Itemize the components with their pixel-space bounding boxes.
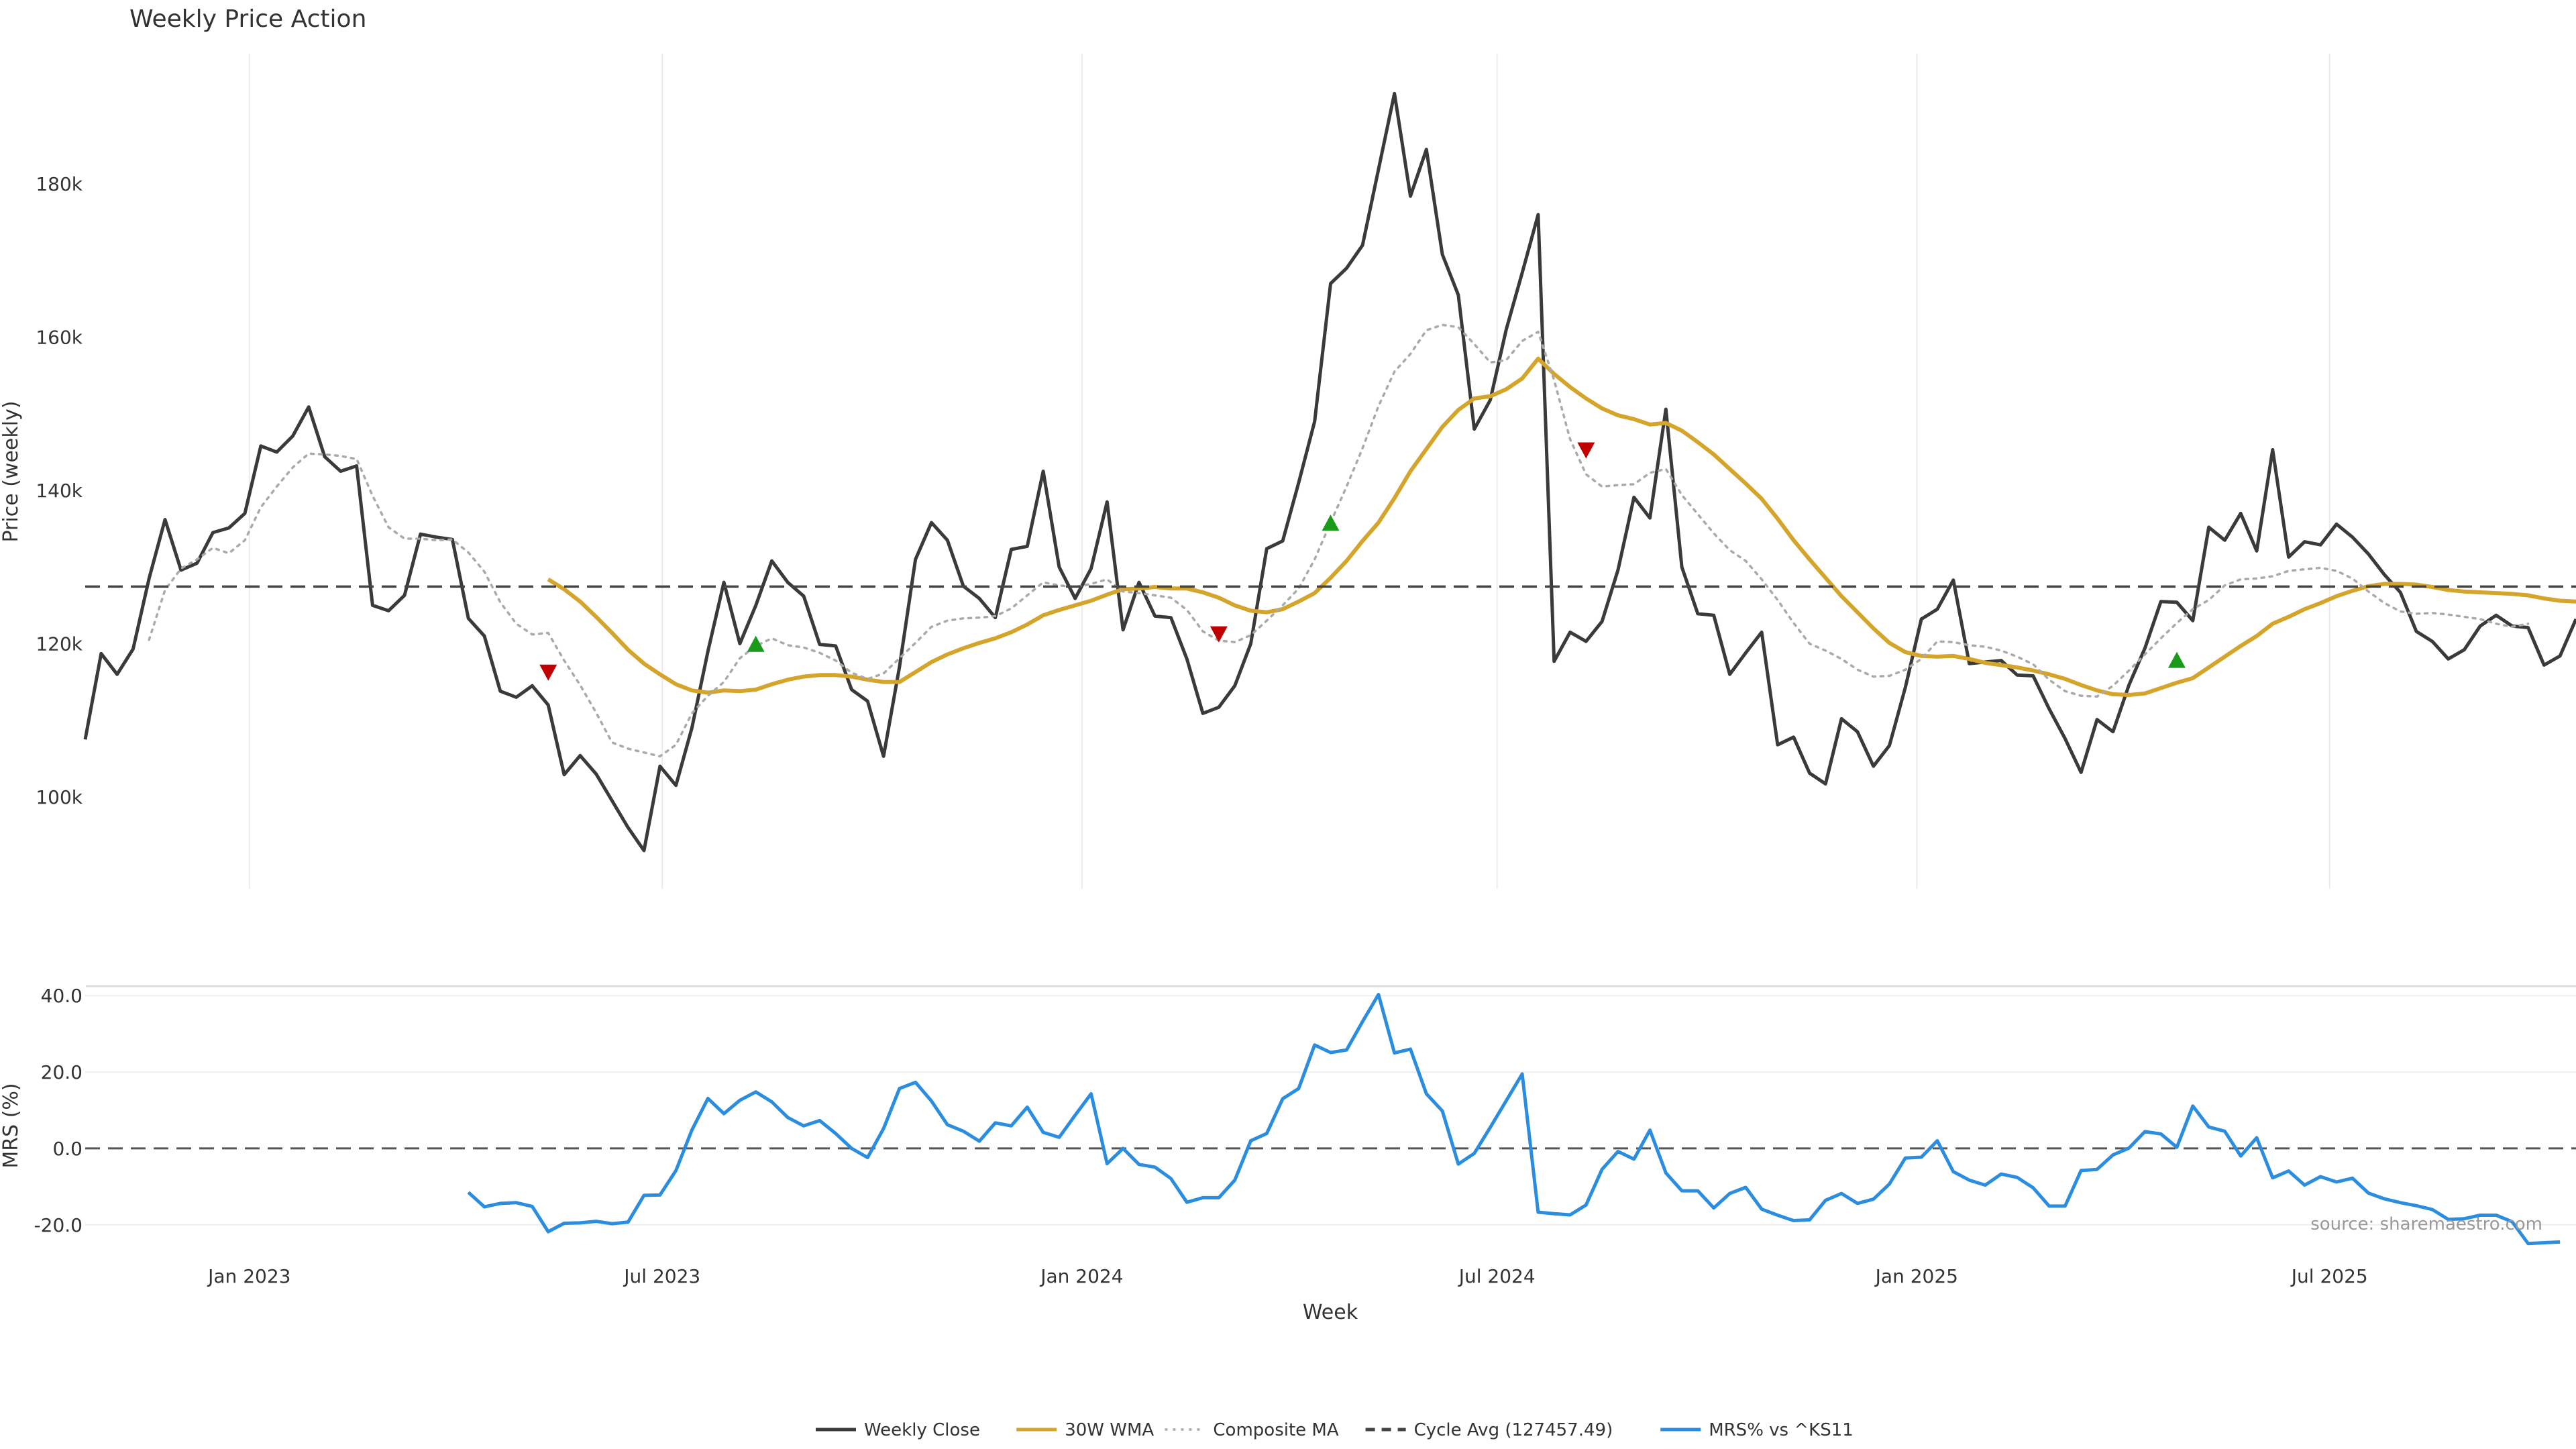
x-tick-labels: Jan 2023 Jul 2023 Jan 2024 Jul 2024 Jan 2025… xyxy=(207,1265,2368,1287)
legend-item: MRS% vs ^KS11 xyxy=(1660,1420,1854,1440)
mrs-horizontal-gridlines xyxy=(85,995,2576,1226)
legend-label: Weekly Close xyxy=(864,1420,980,1440)
buy-signal-marker xyxy=(2167,651,2186,668)
x-tick-label: Jul 2025 xyxy=(2290,1265,2368,1287)
legend-item: Cycle Avg (127457.49) xyxy=(1365,1420,1613,1440)
x-tick-label: Jul 2023 xyxy=(623,1265,700,1287)
mrs-y-tick-label: 0.0 xyxy=(52,1138,83,1160)
mrs-panel: 40.0 20.0 0.0 -20.0 MRS (%) source: sharema… xyxy=(0,985,2576,1246)
source-note: source: sharemaestro.com xyxy=(2310,1214,2542,1234)
mrs-y-axis-label: MRS (%) xyxy=(0,1083,23,1168)
buy-signal-marker xyxy=(1322,515,1340,531)
mrs-y-tick-label: 20.0 xyxy=(41,1061,83,1083)
mrs-y-tick-label: -20.0 xyxy=(34,1214,83,1236)
legend: Weekly Close 30W WMA Composite MA Cycle Avg… xyxy=(816,1420,1854,1440)
legend-label: Cycle Avg (127457.49) xyxy=(1414,1420,1613,1440)
composite-ma-line xyxy=(148,323,2530,758)
legend-label: Composite MA xyxy=(1213,1420,1338,1440)
x-axis-label: Week xyxy=(1303,1301,1358,1324)
mrs-series-lines xyxy=(467,993,2561,1246)
x-tick-label: Jan 2025 xyxy=(1874,1265,1958,1287)
price-y-tick-label: 140k xyxy=(36,480,83,502)
price-y-axis-label: Price (weekly) xyxy=(0,400,23,542)
chart-title: Weekly Price Action xyxy=(129,5,366,33)
price-y-tick-labels: 100k 120k 140k 160k 180k xyxy=(36,173,83,808)
price-series-lines xyxy=(83,91,2576,853)
signal-markers xyxy=(539,442,2186,681)
legend-item: 30W WMA xyxy=(1016,1420,1154,1440)
sell-signal-marker xyxy=(539,664,557,681)
x-tick-label: Jul 2024 xyxy=(1458,1265,1536,1287)
legend-item: Composite MA xyxy=(1165,1420,1339,1440)
mrs-line xyxy=(467,993,2561,1246)
mrs-y-tick-labels: 40.0 20.0 0.0 -20.0 xyxy=(34,985,83,1236)
price-vertical-gridlines xyxy=(248,54,2330,889)
price-y-tick-label: 100k xyxy=(36,786,83,808)
wma-30w-line xyxy=(547,356,2576,697)
weekly-close-line xyxy=(83,91,2576,853)
sell-signal-marker xyxy=(1210,626,1228,643)
price-y-tick-label: 120k xyxy=(36,633,83,655)
price-panel: 100k 120k 140k 160k 180k Price (weekly) xyxy=(0,54,2576,889)
buy-signal-marker xyxy=(747,635,765,652)
x-tick-label: Jan 2023 xyxy=(207,1265,290,1287)
mrs-y-tick-label: 40.0 xyxy=(41,985,83,1007)
price-y-tick-label: 180k xyxy=(36,173,83,195)
legend-item: Weekly Close xyxy=(816,1420,980,1440)
sell-signal-marker xyxy=(1577,442,1595,459)
legend-label: MRS% vs ^KS11 xyxy=(1709,1420,1854,1440)
x-tick-label: Jan 2024 xyxy=(1039,1265,1123,1287)
price-y-tick-label: 160k xyxy=(36,327,83,349)
legend-label: 30W WMA xyxy=(1065,1420,1154,1440)
